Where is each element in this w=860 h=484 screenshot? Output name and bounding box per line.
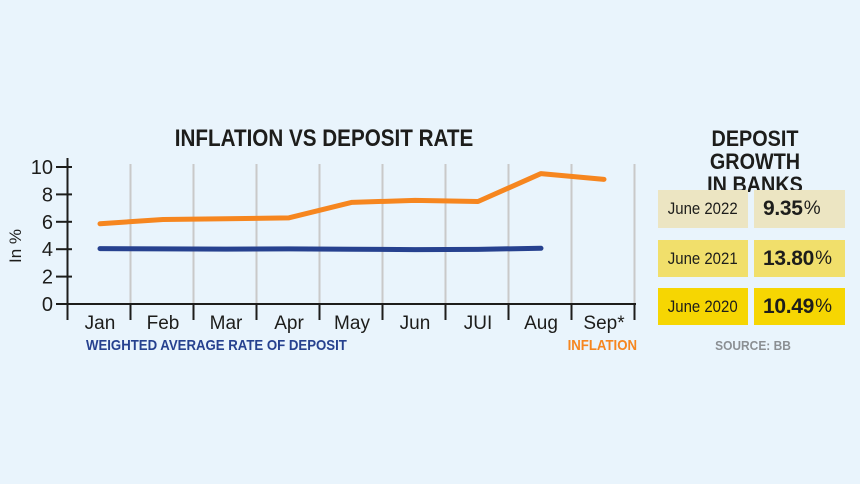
growth-row-2022-value-number: 9.35 (763, 197, 803, 220)
growth-row-2022-value: 9.35% (754, 190, 845, 228)
y-axis-tick-label: 8 (42, 184, 53, 206)
source-text: SOURCE: BB (715, 338, 791, 353)
legend-deposit-rate: WEIGHTED AVERAGE RATE OF DEPOSIT (86, 337, 347, 354)
growth-row-2021: June 2021 13.80% (658, 240, 845, 277)
growth-row-2020-label-text: June 2020 (668, 296, 738, 316)
chart-plot-area: 0 2 4 6 8 10 Jan Feb Mar Apr May Jun JUI Aug Sep* (31, 157, 636, 334)
y-axis-tick-label: 2 (42, 267, 53, 289)
panel-title-line1: DEPOSIT GROWTH (709, 126, 801, 174)
growth-row-2022-label: June 2022 (658, 190, 748, 228)
growth-row-2022: June 2022 9.35% (658, 190, 845, 228)
y-axis-tick-label: 0 (42, 294, 53, 316)
x-axis-month-label: Feb (147, 313, 180, 334)
x-axis-month-label: Jun (400, 313, 431, 334)
growth-row-2021-percent-sign: % (815, 247, 832, 269)
legend-inflation: INFLATION (567, 337, 637, 354)
growth-row-2021-value-number: 13.80 (763, 246, 815, 270)
y-axis-tick-label: 4 (42, 239, 53, 261)
growth-row-2020-percent-sign: % (815, 295, 832, 317)
x-axis-month-label: Mar (210, 313, 243, 334)
x-axis-month-label: Apr (274, 313, 304, 334)
growth-row-2022-label-text: June 2022 (668, 199, 738, 218)
growth-row-2020-label: June 2020 (658, 288, 748, 325)
panel-title: DEPOSIT GROWTH IN BANKS (665, 127, 845, 196)
growth-row-2021-label-text: June 2021 (668, 248, 738, 268)
growth-row-2020-value-number: 10.49 (763, 294, 815, 318)
growth-row-2020: June 2020 10.49% (658, 288, 845, 325)
inflation-line (97, 171, 607, 227)
growth-row-2021-label: June 2021 (658, 240, 748, 277)
chart-title: INFLATION VS DEPOSIT RATE (174, 125, 474, 152)
growth-row-2022-percent-sign: % (803, 198, 821, 219)
deposit-rate-line (97, 245, 544, 253)
growth-row-2021-value: 13.80% (754, 240, 845, 277)
x-axis-month-label: Jan (85, 313, 116, 334)
x-axis-month-label: Aug (524, 313, 558, 334)
x-axis-month-label: May (334, 313, 370, 334)
y-axis-tick-label: 10 (31, 157, 53, 179)
x-axis-month-label: JUI (464, 313, 493, 334)
x-axis-month-label: Sep* (583, 313, 625, 334)
growth-row-2020-value: 10.49% (754, 288, 845, 325)
y-axis-tick-label: 6 (42, 212, 53, 234)
